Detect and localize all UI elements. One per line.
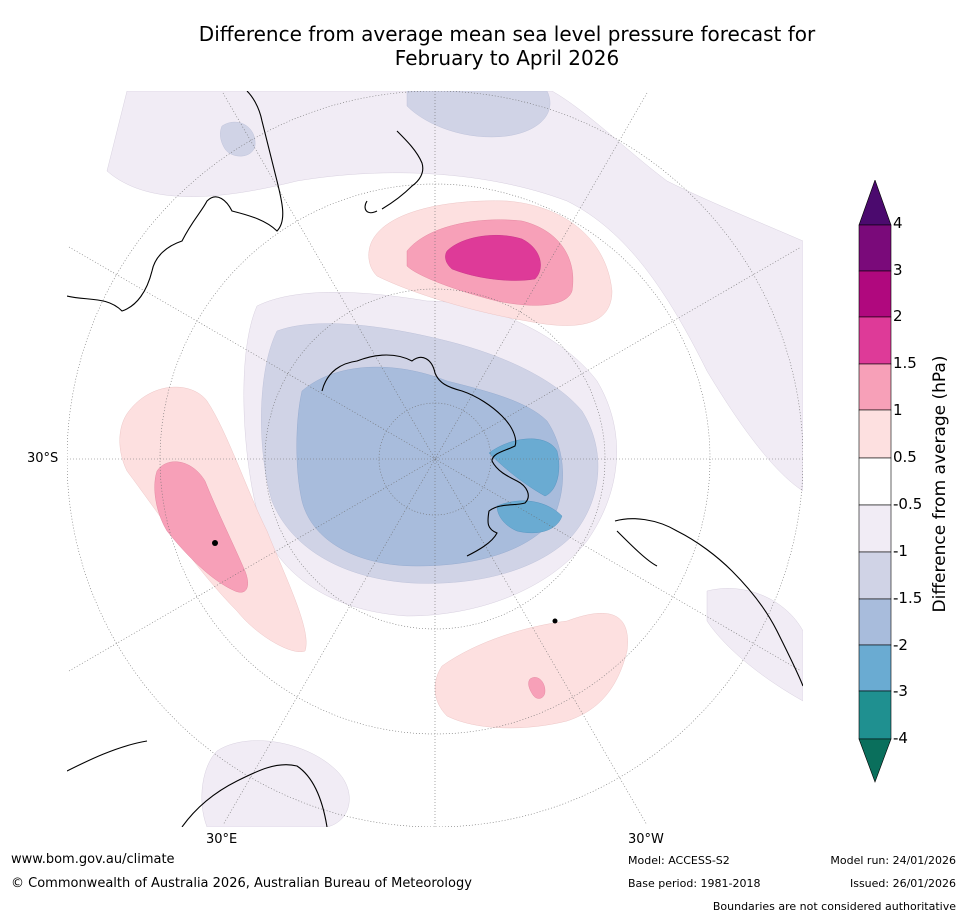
anomaly-region-positive-south [434,613,628,729]
footer-model: Model: ACCESS-S2 [628,854,730,867]
map-panel [67,91,803,827]
colorbar-extend-bottom [858,738,892,783]
colorbar-band-3-4 [858,224,892,272]
colorbar-band-2-3 [858,270,892,318]
colorbar-band-1.5-2 [858,316,892,365]
south-america-coastline [614,518,803,687]
australia-coastline [67,91,284,312]
footer-disclaimer: Boundaries are not considered authoritat… [712,900,956,913]
anomaly-region-weak-negative-south [201,740,350,827]
colorbar-band-minus2-minus3 [858,644,892,692]
colorbar-title: Difference from average (hPa) [930,355,950,613]
title-line-2: February to April 2026 [394,46,620,70]
graticule [67,91,803,827]
colorbar-band-minus1-minus1.5 [858,551,892,600]
colorbar-tick: 3 [893,261,903,279]
colorbar-tick: -4 [893,729,908,747]
colorbar-tick: 1.5 [893,354,917,372]
colorbar-band-0.5-1 [858,409,892,459]
polar-map [67,91,803,827]
anomaly-pocket-minus-2-south [496,500,563,534]
africa-coastline [67,740,328,827]
footer-website: www.bom.gov.au/climate [11,852,175,867]
anomaly-region-negative-north [406,91,551,138]
anomaly-core-positive-north [445,235,541,281]
colorbar-tick: 4 [893,214,903,232]
colorbar-extend-top [858,180,892,226]
colorbar-band-1-1.5 [858,363,892,411]
anomaly-region-negative-small [220,121,256,157]
map-title: Difference from average mean sea level p… [0,22,965,70]
new-zealand-coastline [364,130,424,214]
antarctica-coastline [321,354,529,557]
anomaly-core-positive-west [154,461,248,593]
title-line-1: Difference from average mean sea level p… [198,22,816,46]
lon-label-30w: 30°W [628,832,664,847]
colorbar-tick: -1 [893,542,908,560]
anomaly-region-weak-negative-north [106,91,803,492]
colorbar-band-minus1.5-minus2 [858,598,892,646]
lon-label-30e: 30°E [206,832,238,847]
footer-issued: Issued: 26/01/2026 [849,877,956,890]
footer-model-run: Model run: 24/01/2026 [830,854,956,867]
footer-copyright: © Commonwealth of Australia 2026, Austra… [11,876,472,891]
lat-label-30s: 30°S [27,451,59,466]
colorbar-tick: 0.5 [893,448,917,466]
footer-base-period: Base period: 1981-2018 [628,877,761,890]
colorbar-band-minus0.5-minus1 [858,504,892,553]
colorbar-band-minus3-minus4 [858,690,892,740]
colorbar-band-neutral [858,457,892,506]
island-marker [552,618,558,624]
anomaly-pocket-minus-2-weddell [488,438,560,497]
coastlines [67,91,803,827]
colorbar-tick: -0.5 [893,495,923,513]
anomaly-core-positive-south [528,677,546,699]
colorbar-tick: -3 [893,682,908,700]
island-marker [212,540,218,546]
colorbar-tick: -1.5 [893,589,923,607]
colorbar [858,180,892,783]
colorbar-tick: -2 [893,636,908,654]
colorbar-tick: 1 [893,401,903,419]
colorbar-tick: 2 [893,307,903,325]
